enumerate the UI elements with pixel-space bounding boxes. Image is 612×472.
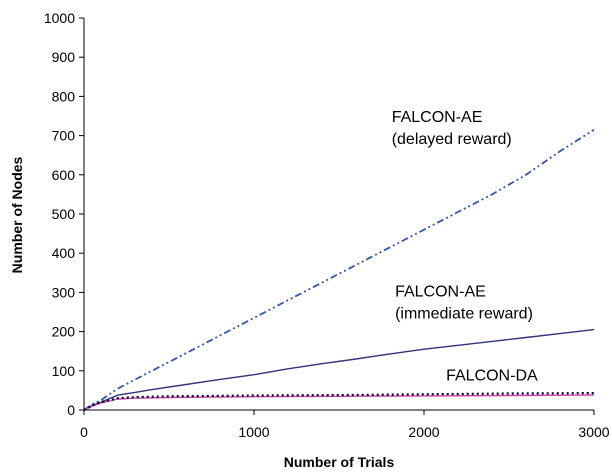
y-tick-label: 400 [52,245,76,261]
axes: 0 100 200 300 400 500 600 700 800 900 1000 0 1000 200… [44,10,610,440]
y-tick-label: 0 [67,402,75,418]
series-annotation-label: FALCON-AE [395,283,486,300]
x-tick-label: 1000 [238,424,269,440]
y-tick-label: 600 [52,167,76,183]
series-line-delayed [83,128,595,411]
y-tick-label: 700 [52,128,76,144]
x-tick-label: 3000 [578,424,609,440]
y-tick-label: 800 [52,88,76,104]
y-tick-label: 1000 [44,10,75,26]
series-line-immediate [83,328,595,411]
y-tick-label: 300 [52,284,76,300]
series-line-falcon_da [83,394,595,411]
series-annotation-label: (delayed reward) [392,131,512,148]
series-layer [83,128,595,411]
x-tick-label: 0 [80,424,88,440]
series-line-falcon_da_dotted [83,392,595,411]
y-tick-label: 200 [52,324,76,340]
series-annotation-label: FALCON-AE [392,109,483,126]
series-annotation-label: (immediate reward) [395,305,533,322]
series-annotation-label: FALCON-DA [446,368,538,385]
x-axis-title: Number of Trials [284,454,395,470]
x-tick-label: 2000 [408,424,439,440]
y-axis-title: Number of Nodes [9,156,25,273]
y-tick-label: 100 [52,363,76,379]
y-tick-label: 500 [52,206,76,222]
annotations: FALCON-AE (delayed reward) FALCON-AE (immed… [392,109,538,385]
y-tick-label: 900 [52,49,76,65]
